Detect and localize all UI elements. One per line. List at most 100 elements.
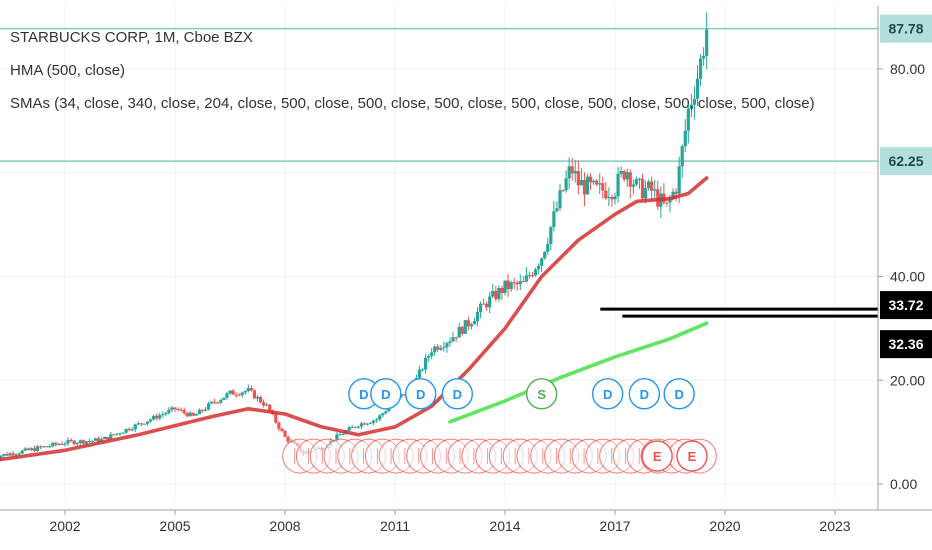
- candle-body: [341, 433, 345, 435]
- marker-circle-d: [663, 378, 695, 410]
- candle-body: [515, 282, 519, 285]
- x-tick-label: 2008: [269, 518, 300, 534]
- candle-body: [185, 412, 189, 417]
- candle-body: [304, 451, 308, 454]
- candle-body: [307, 451, 312, 453]
- candle-body: [353, 426, 357, 428]
- candle-body: [579, 179, 583, 186]
- candle-body: [179, 409, 183, 411]
- candle-body: [75, 443, 79, 445]
- candle-body: [130, 429, 134, 431]
- candle-body: [650, 181, 654, 191]
- candle-body: [546, 243, 550, 252]
- marker-label-d: D: [674, 387, 683, 402]
- candle-body: [622, 170, 626, 180]
- candle-body: [491, 290, 495, 297]
- candle-body: [90, 440, 95, 442]
- candle-body: [457, 326, 461, 338]
- candle-body: [647, 181, 651, 189]
- earnings-circle: [544, 438, 580, 474]
- candle-body: [665, 202, 669, 204]
- candle-body: [167, 409, 171, 414]
- candle-body: [222, 397, 226, 400]
- candle-body: [100, 439, 104, 442]
- earnings-circle: [282, 438, 318, 474]
- candle-body: [295, 443, 299, 446]
- candle-body: [121, 432, 125, 434]
- candle-body: [66, 439, 70, 444]
- candle-body: [26, 448, 30, 451]
- x-tick-label: 2002: [49, 518, 80, 534]
- candle-body: [69, 439, 73, 441]
- candle-body: [640, 178, 645, 199]
- candle-body: [63, 443, 67, 445]
- candle-body: [133, 424, 137, 430]
- earnings-circle: [488, 438, 524, 474]
- candle-body: [595, 180, 599, 185]
- candle-body: [417, 369, 422, 378]
- x-tick-label: 2020: [709, 518, 740, 534]
- legend-hma: HMA (500, close): [10, 62, 125, 79]
- candle-body: [698, 58, 703, 79]
- candle-body: [164, 413, 168, 415]
- candle-body: [29, 448, 33, 451]
- earnings-circle: [406, 438, 442, 474]
- candle-body: [674, 191, 678, 194]
- earnings-circle: [516, 438, 552, 474]
- earnings-circle: [323, 438, 359, 474]
- earnings-circle: [530, 438, 566, 474]
- candle-body: [592, 180, 596, 183]
- candle-body: [494, 290, 498, 300]
- candle-body: [81, 440, 85, 444]
- candle-body: [427, 355, 431, 358]
- candle-body: [45, 446, 49, 448]
- segment-lines: [600, 307, 878, 318]
- candle-body: [191, 412, 195, 416]
- candle-body: [686, 108, 690, 131]
- candle-body: [219, 399, 223, 403]
- candle-body: [423, 357, 428, 370]
- candle-body: [57, 444, 61, 446]
- candle-body: [240, 392, 244, 396]
- candle-body: [365, 423, 370, 425]
- candle-body: [170, 407, 174, 410]
- candle-body: [54, 442, 58, 445]
- candle-body: [634, 179, 638, 185]
- candle-body: [8, 453, 12, 456]
- earnings-circle: [475, 438, 511, 474]
- candle-body: [454, 337, 458, 339]
- candle-body: [115, 433, 119, 435]
- earnings-circle: [557, 438, 593, 474]
- candle-body: [482, 303, 486, 305]
- candle-body: [11, 453, 15, 456]
- candle-body: [5, 453, 9, 456]
- y-tick-label: 0.00: [890, 476, 917, 492]
- candle-body: [158, 415, 162, 419]
- earnings-circle: [433, 438, 469, 474]
- x-tick-label: 2005: [159, 518, 190, 534]
- marker-circle-d: [591, 378, 624, 410]
- candle-body: [197, 409, 202, 415]
- candle-body: [552, 211, 556, 228]
- candle-body: [228, 390, 232, 394]
- candle-body: [472, 321, 477, 325]
- candle-body: [280, 428, 284, 431]
- candle-body: [14, 454, 18, 456]
- price-badge-label: 33.72: [888, 297, 923, 313]
- candle-body: [103, 436, 107, 440]
- candle-body: [653, 189, 657, 191]
- candle-body: [543, 251, 547, 259]
- candle-body: [540, 258, 544, 266]
- candle-body: [231, 390, 235, 395]
- candle-body: [533, 269, 538, 276]
- candle-body: [463, 320, 467, 334]
- candle-body: [176, 409, 180, 411]
- candle-body: [616, 173, 620, 197]
- candle-body: [677, 166, 681, 194]
- candle-body: [558, 190, 562, 209]
- candle-body: [564, 178, 568, 191]
- y-tick-label: 40.00: [890, 269, 925, 285]
- candle-body: [402, 394, 406, 396]
